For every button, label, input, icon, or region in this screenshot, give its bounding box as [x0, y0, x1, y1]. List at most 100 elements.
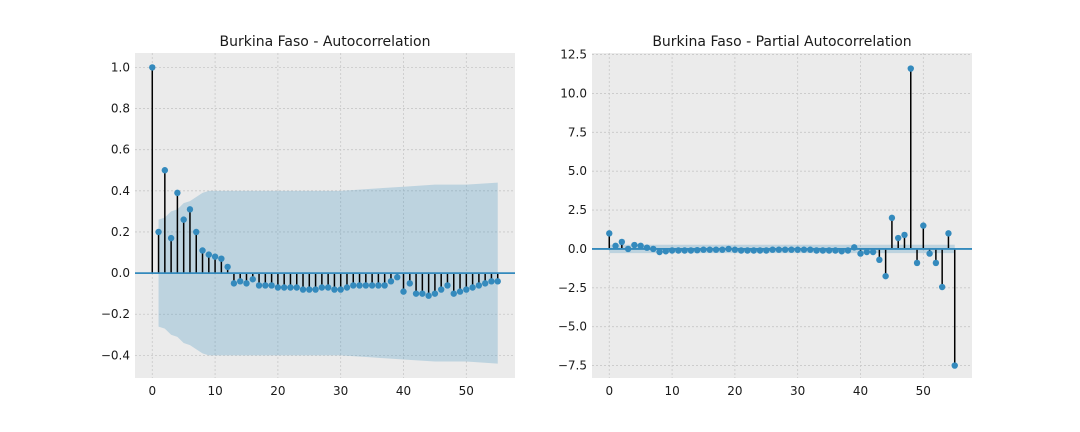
stem-marker: [932, 259, 940, 267]
stem-marker: [781, 246, 789, 253]
x-tick-label: 0: [605, 384, 613, 398]
stem-marker: [167, 234, 175, 242]
stem-marker: [280, 284, 288, 291]
stem-marker: [494, 278, 501, 285]
stem-marker: [186, 206, 194, 213]
y-tick-label: 0.6: [111, 143, 130, 157]
stem-marker: [681, 247, 688, 254]
stem-marker: [262, 282, 269, 289]
stem-marker: [431, 290, 439, 297]
stem-marker: [387, 278, 395, 285]
x-tick-label: 40: [396, 384, 411, 398]
stem-marker: [469, 284, 476, 291]
x-tick-label: 20: [270, 384, 285, 398]
stem-marker: [951, 362, 958, 369]
stem-marker: [650, 245, 657, 253]
y-tick-label: 10.0: [560, 86, 587, 100]
stem-marker: [901, 231, 908, 239]
stem-marker: [237, 278, 244, 285]
stem-marker: [894, 234, 902, 242]
y-tick-label: 0.0: [111, 266, 130, 280]
stem-marker: [412, 290, 420, 297]
y-tick-label: 7.5: [568, 125, 587, 139]
stem-marker: [794, 246, 801, 253]
pacf-panel: 0 10 20 30 40 50 −7.5 −5.0 −2.5 0.0 2.5 5.0 7.5 10.0 1…: [558, 34, 972, 398]
x-tick-label: 50: [459, 384, 474, 398]
y-tick-label: 0.4: [111, 184, 130, 198]
stem-marker: [255, 282, 263, 289]
stem-marker: [419, 290, 426, 297]
stem-marker: [155, 228, 162, 236]
x-tick-label: 30: [333, 384, 348, 398]
stem-marker: [368, 282, 376, 289]
stem-marker: [488, 278, 495, 285]
stem-marker: [205, 251, 213, 258]
stem-marker: [869, 248, 877, 256]
stem-marker: [606, 230, 613, 237]
plot-area: [135, 64, 515, 364]
stem-marker: [618, 238, 626, 246]
stem-marker: [381, 282, 388, 289]
stem-marker: [807, 246, 814, 253]
stem-marker: [199, 247, 206, 254]
stem-marker: [174, 189, 181, 197]
stem-marker: [394, 274, 401, 281]
stem-marker: [719, 246, 726, 253]
stem-marker: [287, 284, 294, 291]
stem-marker: [857, 250, 864, 257]
x-tick-label: 30: [790, 384, 805, 398]
stem-marker: [876, 256, 883, 264]
stem-marker: [712, 246, 720, 253]
x-tick-label: 10: [207, 384, 222, 398]
stem-marker: [437, 286, 445, 293]
stem-marker: [243, 280, 250, 287]
stem-marker: [769, 246, 776, 253]
y-tick-label: −7.5: [558, 359, 587, 373]
stem-marker: [299, 286, 307, 293]
stem-marker: [475, 282, 483, 289]
stem-marker: [656, 248, 663, 256]
stem-marker: [161, 167, 169, 174]
stem-marker: [800, 246, 808, 253]
stem-marker: [687, 247, 695, 254]
y-tick-label: 2.5: [568, 203, 587, 217]
axes-background: [135, 53, 515, 378]
stem-marker: [224, 263, 231, 271]
stem-marker: [293, 284, 300, 291]
stem-marker: [737, 247, 745, 254]
stem-marker: [211, 253, 219, 260]
stem-marker: [637, 242, 644, 250]
stem-marker: [731, 246, 739, 253]
stem-marker: [406, 280, 413, 287]
stem-marker: [612, 242, 619, 250]
stem-marker: [744, 247, 751, 254]
stem-marker: [662, 248, 670, 255]
y-tick-label: 0.8: [111, 102, 130, 116]
stem-marker: [343, 284, 351, 291]
stem-marker: [945, 230, 952, 237]
stem-marker: [882, 272, 889, 280]
stem-marker: [788, 246, 795, 253]
y-tick-label: −2.5: [558, 281, 587, 295]
y-tick-label: 0.0: [568, 242, 587, 256]
stem-marker: [775, 246, 783, 253]
stem-marker: [863, 248, 870, 256]
stem-marker: [851, 244, 858, 251]
stem-marker: [920, 222, 927, 229]
stem-marker: [694, 246, 701, 254]
stem-marker: [274, 284, 282, 291]
stem-marker: [907, 65, 914, 72]
stem-marker: [926, 250, 933, 257]
stem-marker: [249, 276, 256, 283]
stem-marker: [624, 245, 632, 253]
stem-marker: [193, 228, 200, 236]
stem-marker: [913, 259, 921, 267]
y-tick-label: −0.4: [101, 348, 130, 362]
stem-marker: [306, 286, 313, 293]
stem-marker: [400, 288, 407, 295]
stem-marker: [643, 244, 651, 251]
stem-marker: [230, 280, 238, 287]
x-tick-label: 40: [853, 384, 868, 398]
stem-marker: [832, 247, 839, 254]
